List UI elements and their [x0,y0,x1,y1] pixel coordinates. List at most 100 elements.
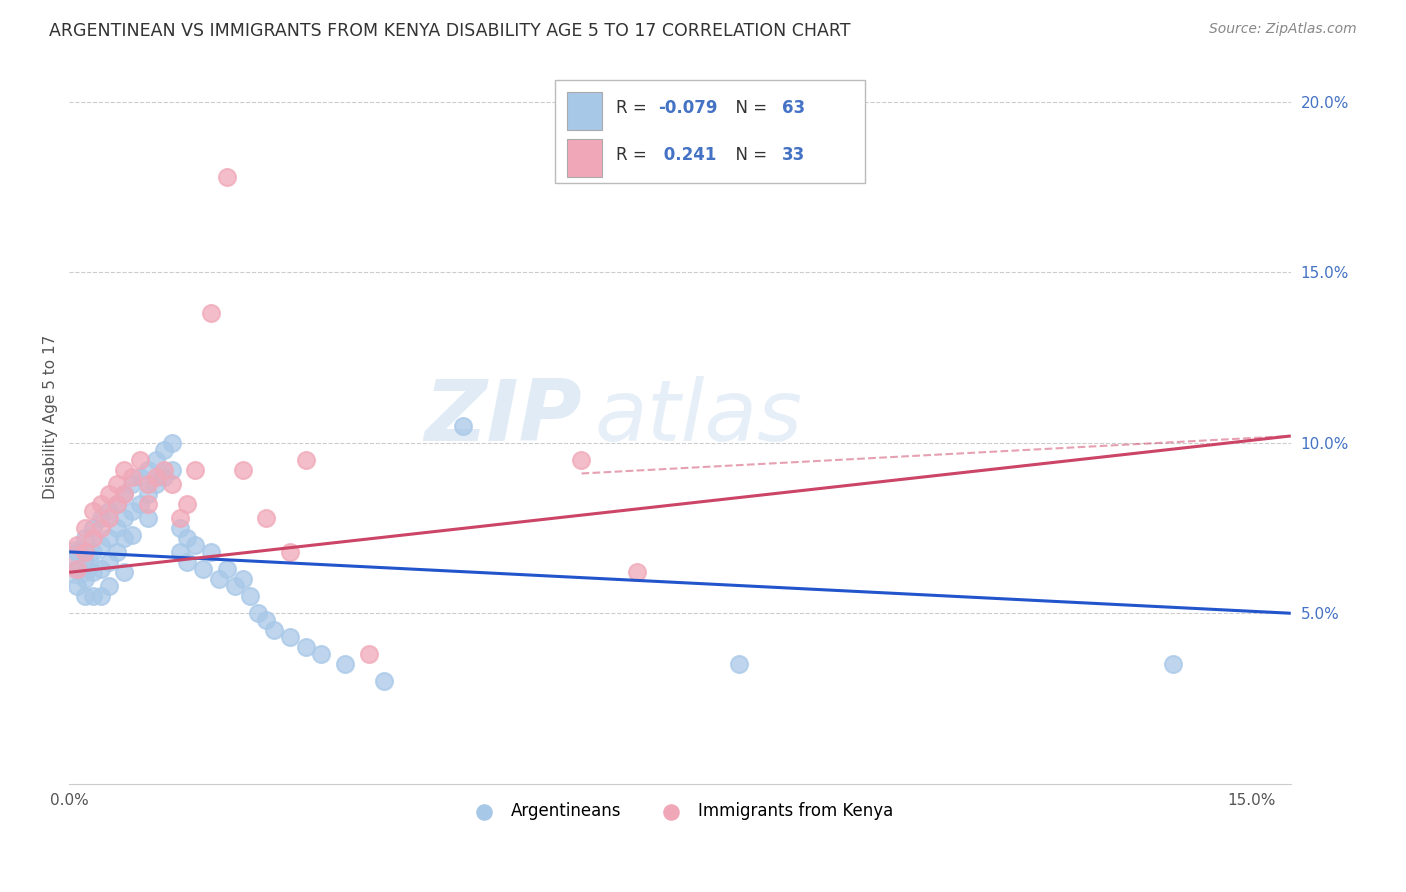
Point [82,531,104,545]
Text: atlas: atlas [595,376,803,458]
Point [160,463,183,477]
Point [160,476,183,491]
Point [90,538,112,552]
Point [152,463,174,477]
Point [97,510,120,524]
Point [176,555,198,569]
Point [263,624,285,638]
Point [160,435,183,450]
Point [278,630,301,644]
Point [112,531,135,545]
Point [278,545,301,559]
Point [105,545,128,559]
Point [136,476,159,491]
Point [224,579,246,593]
Point [254,510,277,524]
Point [728,657,751,672]
Point [66,545,89,559]
Point [254,613,277,627]
Point [357,647,380,661]
Text: R =: R = [616,99,652,117]
Point [311,647,333,661]
Point [66,555,89,569]
Point [73,531,96,545]
Point [145,453,167,467]
Point [176,497,198,511]
Point [294,453,316,467]
Point [97,531,120,545]
Point [208,572,231,586]
Point [105,521,128,535]
Point [82,521,104,535]
Point [121,528,143,542]
Point [73,589,96,603]
Point [169,545,191,559]
Y-axis label: Disability Age 5 to 17: Disability Age 5 to 17 [44,335,58,500]
Text: N =: N = [725,99,773,117]
Text: R =: R = [616,146,652,164]
Point [105,497,128,511]
Point [90,521,112,535]
Point [232,572,254,586]
Text: 0.241: 0.241 [658,146,717,164]
Point [184,538,207,552]
Text: ZIP: ZIP [425,376,582,458]
Point [82,545,104,559]
Text: -0.079: -0.079 [658,99,717,117]
Point [73,521,96,535]
Point [90,497,112,511]
Point [373,674,395,689]
Point [152,470,174,484]
Point [571,453,593,467]
Point [169,521,191,535]
Point [200,306,222,320]
Point [232,463,254,477]
Point [145,470,167,484]
Text: ARGENTINEAN VS IMMIGRANTS FROM KENYA DISABILITY AGE 5 TO 17 CORRELATION CHART: ARGENTINEAN VS IMMIGRANTS FROM KENYA DIS… [49,22,851,40]
Point [200,545,222,559]
Point [73,545,96,559]
Point [169,510,191,524]
Point [152,442,174,457]
Text: Source: ZipAtlas.com: Source: ZipAtlas.com [1209,22,1357,37]
Point [176,531,198,545]
Point [112,463,135,477]
Point [112,487,135,501]
Point [136,510,159,524]
Legend: Argentineans, Immigrants from Kenya: Argentineans, Immigrants from Kenya [460,796,900,827]
Point [121,470,143,484]
Point [66,579,89,593]
Point [184,463,207,477]
Point [626,566,648,580]
Point [90,562,112,576]
Point [239,589,262,603]
Point [73,572,96,586]
Text: 63: 63 [782,99,804,117]
Point [105,497,128,511]
Point [1161,657,1184,672]
Point [129,497,152,511]
Text: 33: 33 [782,146,806,164]
Point [90,510,112,524]
Point [136,463,159,477]
Point [97,579,120,593]
Point [66,538,89,552]
Point [121,476,143,491]
Point [66,555,89,569]
Point [112,487,135,501]
Point [136,497,159,511]
Point [90,589,112,603]
Point [121,504,143,518]
Point [66,562,89,576]
Text: N =: N = [725,146,773,164]
Point [129,470,152,484]
Point [105,476,128,491]
Point [247,607,270,621]
Point [145,476,167,491]
Point [215,169,238,184]
Point [97,504,120,518]
Point [215,562,238,576]
Point [193,562,215,576]
Point [294,640,316,655]
Point [112,566,135,580]
